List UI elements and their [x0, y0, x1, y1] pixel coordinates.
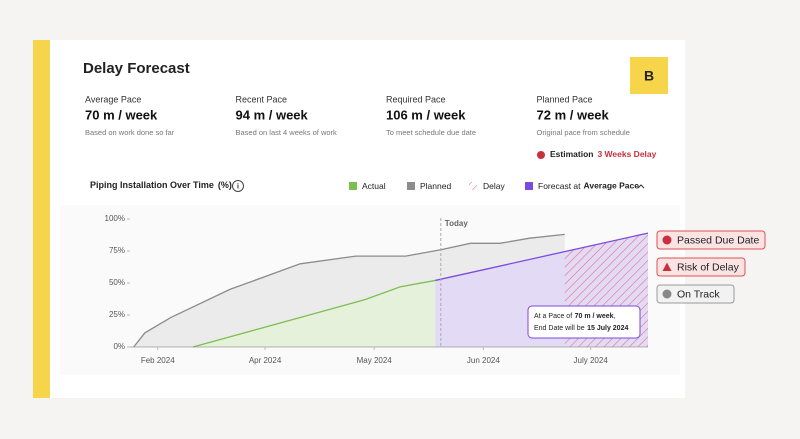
y-tick-label: 0% [113, 342, 125, 351]
y-tick-label: 50% [109, 278, 125, 287]
metric-label: Planned Pace [537, 94, 593, 104]
tooltip-text: End Date will be [534, 325, 585, 332]
status-badge [656, 230, 766, 250]
legend-label: Forecast at Average Pace [538, 181, 639, 191]
tooltip-line: End Date will be 15 July 2024 [534, 325, 628, 332]
series-line [192, 279, 436, 348]
metric-note: Based on work done so far [85, 128, 175, 137]
metric-label: Recent Pace [236, 94, 288, 104]
metric-note: Based on last 4 weeks of work [236, 128, 338, 137]
legend-caret[interactable] [637, 184, 645, 189]
metric-label: Required Pace [386, 94, 446, 104]
tooltip-bold: 15 July 2024 [587, 325, 628, 332]
legend-swatch [525, 182, 533, 190]
legend-basis: Average Pace [584, 181, 640, 191]
metrics: Average Pace 70 m / week Based on work don… [85, 94, 630, 137]
tooltip-box [527, 305, 641, 339]
chart-title: Piping Installation Over Time (%) [90, 180, 232, 190]
tooltip-line: At a Pace of 70 m / week, [534, 313, 616, 320]
legend-label: Planned [420, 181, 451, 191]
card-title: Delay Forecast [83, 60, 190, 77]
series-line [133, 233, 565, 348]
metric-value: 106 m / week [386, 107, 466, 122]
badge-icon [662, 235, 672, 245]
x-tick-label: July 2024 [574, 356, 609, 365]
x-tick-label: Jun 2024 [467, 356, 500, 365]
legend-swatch [469, 182, 477, 190]
logo-text: B [644, 68, 654, 84]
info-icon[interactable] [232, 180, 244, 192]
badge-icon [662, 262, 672, 271]
badge-icon [662, 289, 672, 299]
legend: Actual Planned Delay Forecast at Average Pac… [349, 181, 645, 191]
metric-value: 72 m / week [537, 107, 610, 122]
status-badge [656, 284, 735, 304]
metric-value: 94 m / week [236, 107, 309, 122]
badge-label: On Track [677, 288, 720, 300]
today-label: Today [445, 219, 469, 228]
chart-unit: (%) [218, 180, 232, 190]
tooltip-text: At a Pace of [534, 313, 572, 320]
accent-bar [33, 40, 50, 398]
metric-value: 70 m / week [85, 107, 158, 122]
y-tick-label: 25% [109, 310, 125, 319]
estimation-label-text: Estimation [550, 149, 593, 159]
y-tick-label: 100% [105, 214, 125, 223]
x-tick-label: Feb 2024 [141, 356, 175, 365]
estimation-value: 3 Weeks Delay [597, 149, 656, 159]
plot: 0% 25% 50% 75% 100% Feb 2024 Apr 2024 May 2024 J… [105, 214, 649, 365]
legend-label: Actual [362, 181, 386, 191]
badge-label: Risk of Delay [677, 261, 740, 273]
metric-note: Original pace from schedule [537, 128, 630, 137]
metric-note: To meet schedule due date [386, 128, 476, 137]
legend-label: Delay [483, 181, 505, 191]
x-tick-label: May 2024 [357, 356, 393, 365]
metric-label: Average Pace [85, 94, 141, 104]
clock-icon [537, 151, 545, 159]
status-badges: Passed Due Date Risk of Delay On Track [656, 230, 766, 304]
badge-label: Passed Due Date [677, 234, 759, 246]
y-tick-label: 75% [109, 246, 125, 255]
info-icon-glyph: i [237, 183, 239, 190]
x-tick-label: Apr 2024 [249, 356, 282, 365]
series-line [435, 232, 649, 282]
tooltip-text: , [614, 313, 616, 320]
legend-swatch [407, 182, 415, 190]
estimation-label: Estimation 3 Weeks Delay [550, 149, 657, 159]
logo[interactable] [630, 57, 668, 94]
chart-title-text: Piping Installation Over Time [90, 180, 214, 190]
tooltip-bold: 70 m / week [575, 313, 614, 320]
status-badge [656, 257, 746, 277]
legend-swatch [349, 182, 357, 190]
